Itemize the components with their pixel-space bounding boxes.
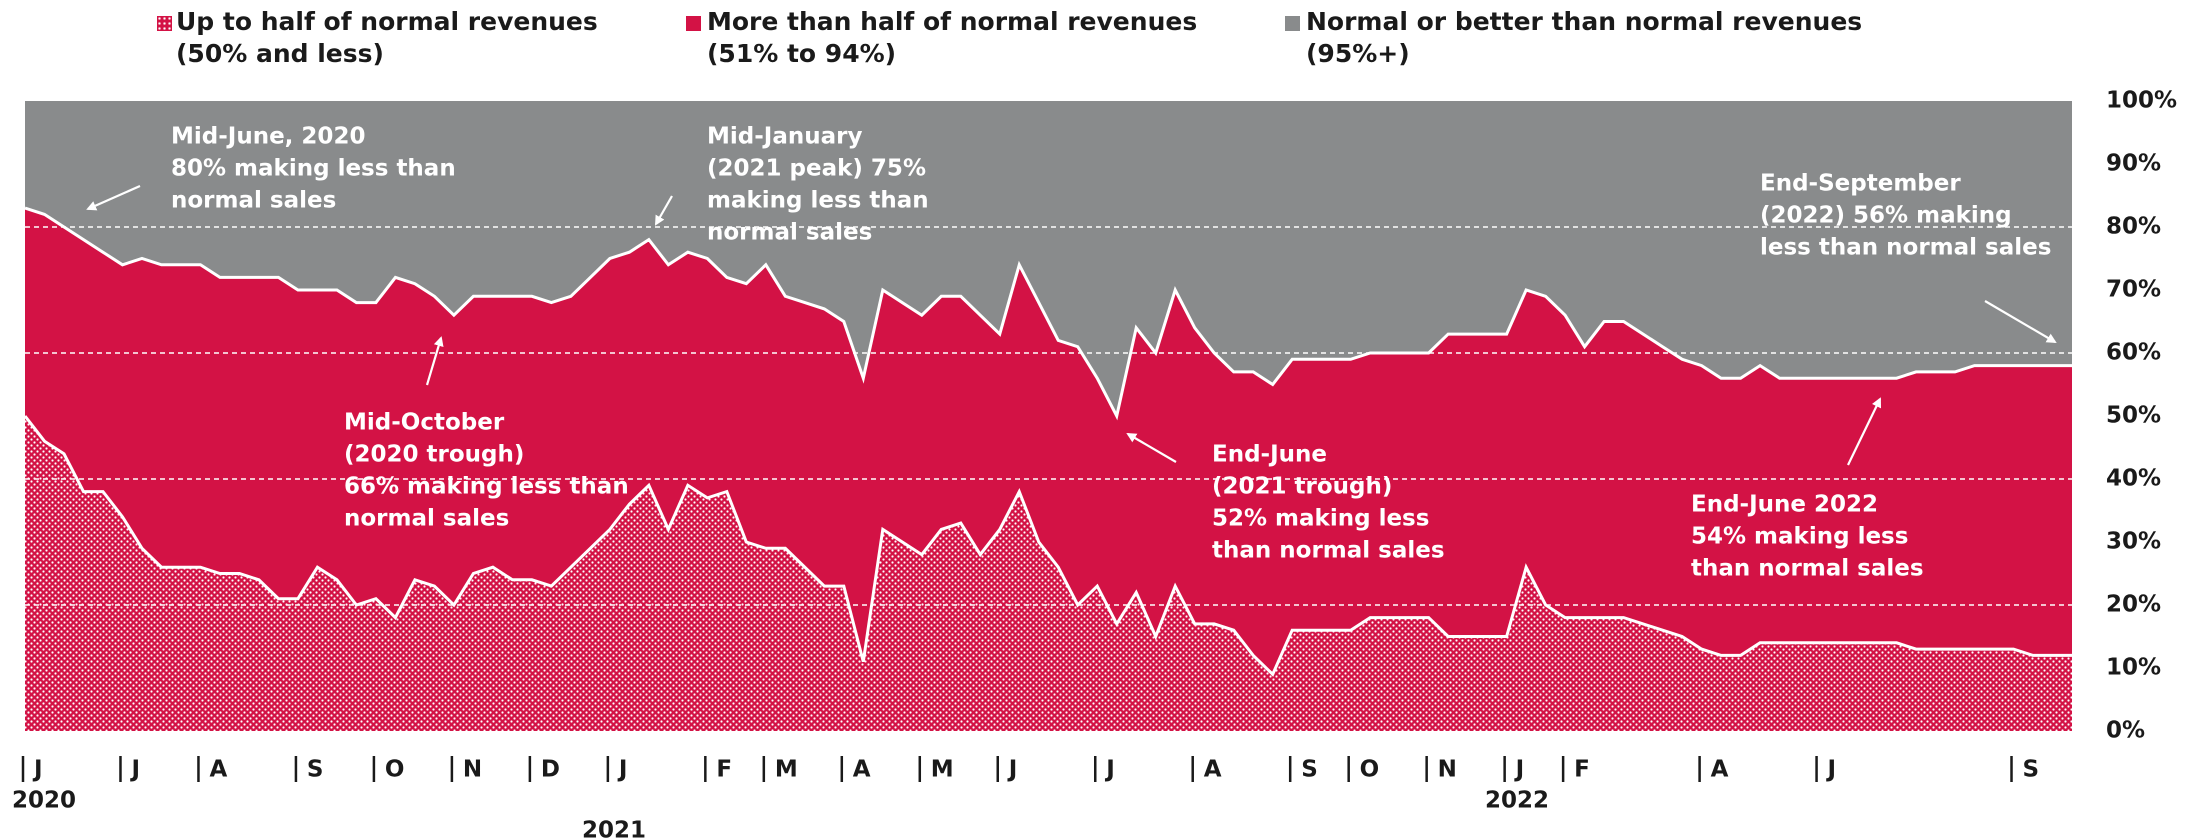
annotation: (2020 trough) <box>344 442 524 468</box>
annotation: 66% making less than <box>344 474 629 500</box>
arrow <box>1126 432 1177 463</box>
year-label: 2021 <box>582 818 646 840</box>
annotation: 54% making less <box>1691 524 1908 550</box>
x-tick-label: D <box>541 757 560 783</box>
y-tick-label: 30% <box>2106 529 2161 555</box>
annotation: (2021 trough) <box>1212 474 1392 500</box>
annotation: (2021 peak) 75% <box>707 156 926 182</box>
y-tick-label: 90% <box>2106 151 2161 177</box>
y-tick-label: 40% <box>2106 466 2161 492</box>
annotation: normal sales <box>344 506 509 532</box>
annotation: 80% making less than <box>171 156 456 182</box>
boundary-line <box>24 206 2072 421</box>
x-tick-label: M <box>775 757 798 783</box>
y-tick-label: 50% <box>2106 403 2161 429</box>
annotation: than normal sales <box>1212 538 1445 564</box>
annotation: 52% making less <box>1212 506 1429 532</box>
annotation: than normal sales <box>1691 556 1924 582</box>
overlay <box>23 206 2072 677</box>
arrow <box>1984 300 2057 344</box>
arrow <box>1847 397 1882 466</box>
annotation: Mid-June, 2020 <box>171 124 365 150</box>
x-tick-label: A <box>853 757 871 783</box>
y-tick-label: 20% <box>2106 592 2161 618</box>
y-tick-label: 0% <box>2106 718 2145 744</box>
y-tick-label: 80% <box>2106 214 2161 240</box>
year-label: 2020 <box>12 788 76 814</box>
legend-label: Up to half of normal revenues (50% and l… <box>176 7 598 68</box>
y-tick-label: 60% <box>2106 340 2161 366</box>
x-tick-label: J <box>1826 757 1837 783</box>
annotation: End-September <box>1760 171 1961 197</box>
y-tick-label: 100% <box>2106 88 2177 114</box>
x-tick-label: S <box>2023 757 2040 783</box>
legend-label: Normal or better than normal revenues (9… <box>1306 7 1863 68</box>
boundary-line <box>23 415 2072 677</box>
x-tick-label: S <box>1301 757 1318 783</box>
x-tick-label: J <box>617 757 628 783</box>
x-tick-label: A <box>209 757 227 783</box>
legend-swatch <box>157 16 172 31</box>
x-tick-label: J <box>129 757 140 783</box>
x-tick-label: J <box>1007 757 1018 783</box>
annotation: End-June 2022 <box>1691 492 1878 518</box>
x-tick-label: M <box>931 757 954 783</box>
x-tick-label: O <box>1360 757 1380 783</box>
x-tick-label: F <box>716 757 732 783</box>
legend-swatch <box>686 16 701 31</box>
annotation: less than normal sales <box>1760 235 2051 261</box>
area <box>25 208 2072 675</box>
annotation: making less than <box>707 188 929 214</box>
x-tick-label: F <box>1574 757 1590 783</box>
annotation: normal sales <box>171 188 336 214</box>
year-label: 2022 <box>1485 788 1549 814</box>
x-tick-label: O <box>385 757 405 783</box>
annotation: End-June <box>1212 442 1327 468</box>
annotation: Mid-October <box>344 410 505 436</box>
area <box>25 416 2072 731</box>
annotation: Mid-January <box>707 124 862 150</box>
annotation: normal sales <box>707 220 872 246</box>
arrow <box>655 195 673 226</box>
arrows <box>86 184 2057 466</box>
arrow <box>425 336 444 386</box>
arrow <box>86 184 141 211</box>
y-tick-label: 70% <box>2106 277 2161 303</box>
legend-label: More than half of normal revenues (51% t… <box>707 7 1198 68</box>
x-tick-label: N <box>463 757 482 783</box>
x-tick-label: A <box>1204 757 1222 783</box>
y-tick-label: 10% <box>2106 655 2161 681</box>
x-tick-label: J <box>32 757 43 783</box>
x-tick-label: N <box>1438 757 1457 783</box>
x-tick-label: J <box>1514 757 1525 783</box>
area <box>25 101 2072 416</box>
legend-swatch <box>1285 16 1300 31</box>
x-tick-label: J <box>1104 757 1115 783</box>
x-tick-label: A <box>1711 757 1729 783</box>
areas <box>25 101 2072 731</box>
annotation: (2022) 56% making <box>1760 203 2012 229</box>
x-tick-label: S <box>307 757 324 783</box>
